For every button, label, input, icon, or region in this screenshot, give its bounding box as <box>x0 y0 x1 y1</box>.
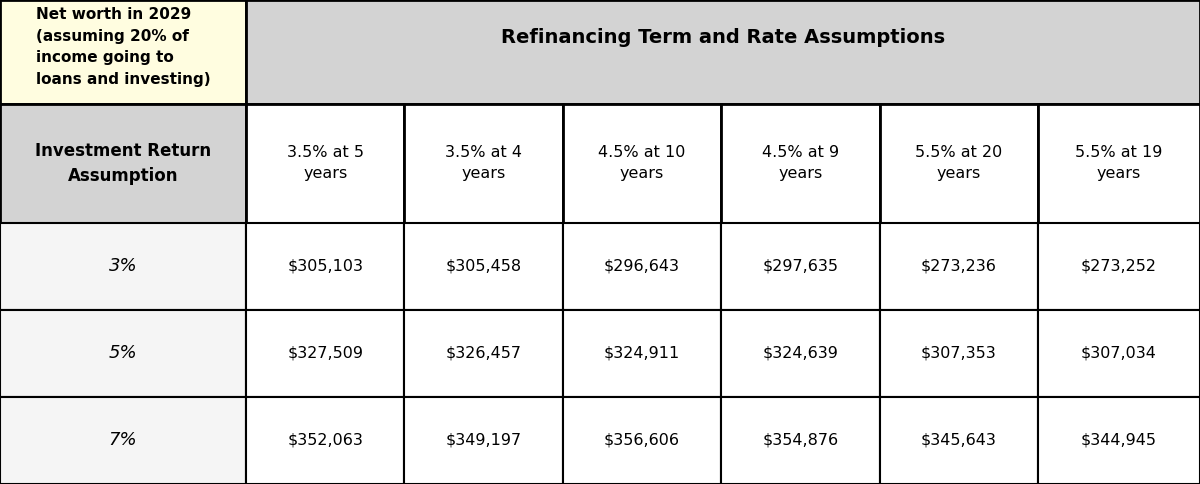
Text: $297,635: $297,635 <box>762 259 839 273</box>
Text: $349,197: $349,197 <box>445 433 522 448</box>
Text: Net worth in 2029
(assuming 20% of
income going to
loans and investing): Net worth in 2029 (assuming 20% of incom… <box>36 7 210 87</box>
Text: 3.5% at 4
years: 3.5% at 4 years <box>445 145 522 182</box>
Text: $305,103: $305,103 <box>287 259 364 273</box>
Bar <box>563 310 721 397</box>
Bar <box>880 397 1038 484</box>
Bar <box>246 310 404 397</box>
Bar <box>246 397 404 484</box>
Bar <box>0 104 246 223</box>
Bar <box>721 397 880 484</box>
Bar <box>563 223 721 310</box>
Text: $326,457: $326,457 <box>445 346 522 361</box>
Bar <box>721 104 880 223</box>
Bar <box>880 223 1038 310</box>
Bar <box>0 397 246 484</box>
Text: $327,509: $327,509 <box>287 346 364 361</box>
Bar <box>246 104 404 223</box>
Bar <box>721 310 880 397</box>
Bar <box>880 104 1038 223</box>
Text: Refinancing Term and Rate Assumptions: Refinancing Term and Rate Assumptions <box>500 28 946 47</box>
Text: $345,643: $345,643 <box>920 433 997 448</box>
Text: $296,643: $296,643 <box>604 259 680 273</box>
Bar <box>880 310 1038 397</box>
Bar <box>1038 310 1200 397</box>
Text: 3%: 3% <box>109 257 137 275</box>
Text: $344,945: $344,945 <box>1081 433 1157 448</box>
Bar <box>563 104 721 223</box>
Text: 5%: 5% <box>109 344 137 363</box>
Bar <box>721 223 880 310</box>
Bar <box>404 397 563 484</box>
Text: $273,252: $273,252 <box>1081 259 1157 273</box>
Text: 5.5% at 19
years: 5.5% at 19 years <box>1075 145 1163 182</box>
Text: 4.5% at 10
years: 4.5% at 10 years <box>599 145 685 182</box>
Bar <box>0 310 246 397</box>
Text: $356,606: $356,606 <box>604 433 680 448</box>
Text: Investment Return
Assumption: Investment Return Assumption <box>35 142 211 185</box>
Text: $307,034: $307,034 <box>1081 346 1157 361</box>
Bar <box>1038 397 1200 484</box>
Text: 7%: 7% <box>109 431 137 450</box>
Text: $305,458: $305,458 <box>445 259 522 273</box>
Bar <box>1038 104 1200 223</box>
Bar <box>0 0 246 104</box>
Bar <box>404 310 563 397</box>
Text: $307,353: $307,353 <box>920 346 997 361</box>
Text: $273,236: $273,236 <box>920 259 997 273</box>
Text: $352,063: $352,063 <box>287 433 364 448</box>
Text: 5.5% at 20
years: 5.5% at 20 years <box>916 145 1002 182</box>
Text: $324,639: $324,639 <box>762 346 839 361</box>
Bar <box>404 223 563 310</box>
Text: $324,911: $324,911 <box>604 346 680 361</box>
Bar <box>0 223 246 310</box>
Text: $354,876: $354,876 <box>762 433 839 448</box>
Bar <box>1038 223 1200 310</box>
Bar <box>246 0 1200 104</box>
Bar <box>404 104 563 223</box>
Text: 3.5% at 5
years: 3.5% at 5 years <box>287 145 364 182</box>
Bar <box>246 223 404 310</box>
Bar <box>563 397 721 484</box>
Text: 4.5% at 9
years: 4.5% at 9 years <box>762 145 839 182</box>
